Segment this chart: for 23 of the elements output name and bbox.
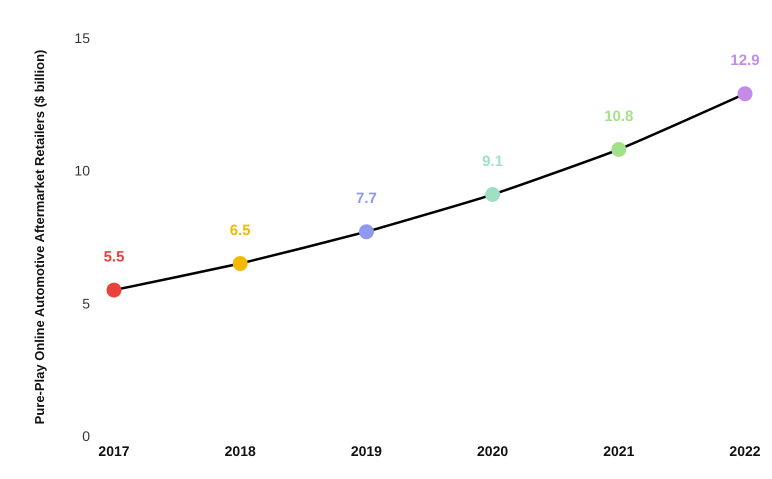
point — [232, 256, 248, 272]
point — [358, 224, 374, 240]
data-label: 12.9 — [730, 52, 760, 70]
data-label: 5.5 — [104, 248, 124, 266]
y-tick-label: 15 — [74, 30, 90, 46]
point — [106, 282, 122, 298]
data-label: 7.7 — [356, 190, 377, 208]
x-tick-label: 2020 — [477, 443, 508, 459]
data-label: 9.1 — [482, 153, 504, 170]
point — [611, 142, 626, 157]
y-tick-label: 10 — [74, 162, 90, 179]
y-tick-label: 0 — [82, 428, 90, 444]
data-label: 6.5 — [230, 222, 251, 240]
x-tick-label: 2021 — [603, 443, 635, 459]
data-label: 10.8 — [604, 108, 634, 125]
y-axis-title: Pure-Play Online Automotive Aftermarket Retailers ($ billion) — [32, 50, 47, 424]
x-tick-label: 2017 — [98, 443, 130, 459]
y-tick-label: 5 — [82, 295, 90, 312]
x-tick-label: 2018 — [224, 443, 256, 459]
x-tick-label: 2019 — [350, 443, 382, 459]
x-tick-label: 2022 — [729, 443, 761, 459]
point — [738, 86, 752, 102]
point — [485, 187, 500, 202]
